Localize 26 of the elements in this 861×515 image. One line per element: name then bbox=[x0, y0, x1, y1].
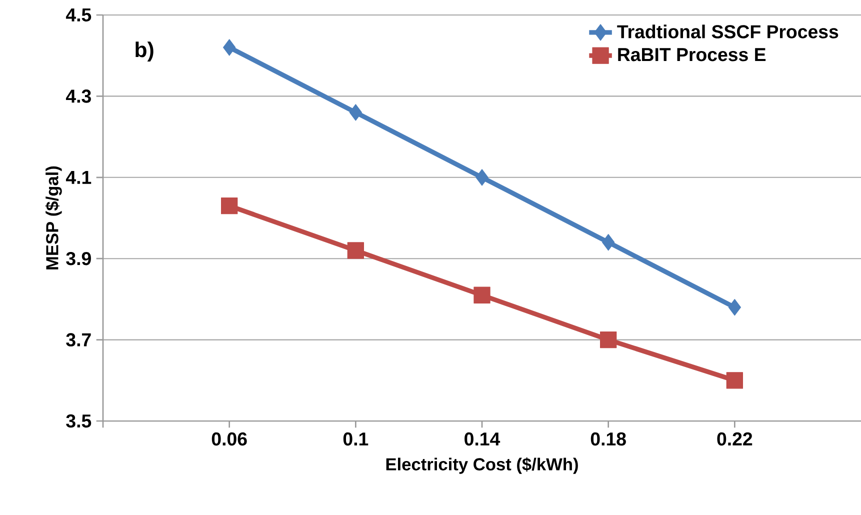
point bbox=[726, 372, 744, 389]
x-tick-label: 0.22 bbox=[717, 432, 752, 446]
y-tick-label: 4.5 bbox=[66, 8, 92, 22]
y-tick-label: 3.5 bbox=[66, 414, 92, 428]
x-tick-label: 0.06 bbox=[212, 432, 247, 446]
point bbox=[223, 39, 236, 56]
y-tick-label: 4.1 bbox=[66, 170, 92, 184]
x-tick-label: 0.1 bbox=[343, 432, 368, 446]
point bbox=[347, 242, 364, 259]
y-axis-title: MESP ($/gal) bbox=[45, 166, 62, 270]
point bbox=[349, 104, 362, 121]
y-tick-label: 4.3 bbox=[66, 90, 91, 103]
y-tick-label: 3.9 bbox=[66, 252, 91, 266]
x-tick-label: 0.18 bbox=[590, 432, 626, 446]
legend-label: RaBIT Process E bbox=[618, 48, 766, 62]
y-tick-label: 3.7 bbox=[66, 333, 91, 346]
legend-label: Tradtional SSCF Process bbox=[617, 24, 838, 38]
point bbox=[600, 331, 617, 348]
point bbox=[474, 286, 490, 304]
annotation: b) bbox=[136, 42, 154, 62]
x-axis-title: Electricity Cost ($/kWh) bbox=[386, 457, 578, 474]
point bbox=[602, 234, 615, 251]
point bbox=[476, 169, 488, 186]
point bbox=[221, 197, 238, 214]
x-tick-label: 0.14 bbox=[464, 432, 500, 446]
point bbox=[728, 298, 742, 316]
